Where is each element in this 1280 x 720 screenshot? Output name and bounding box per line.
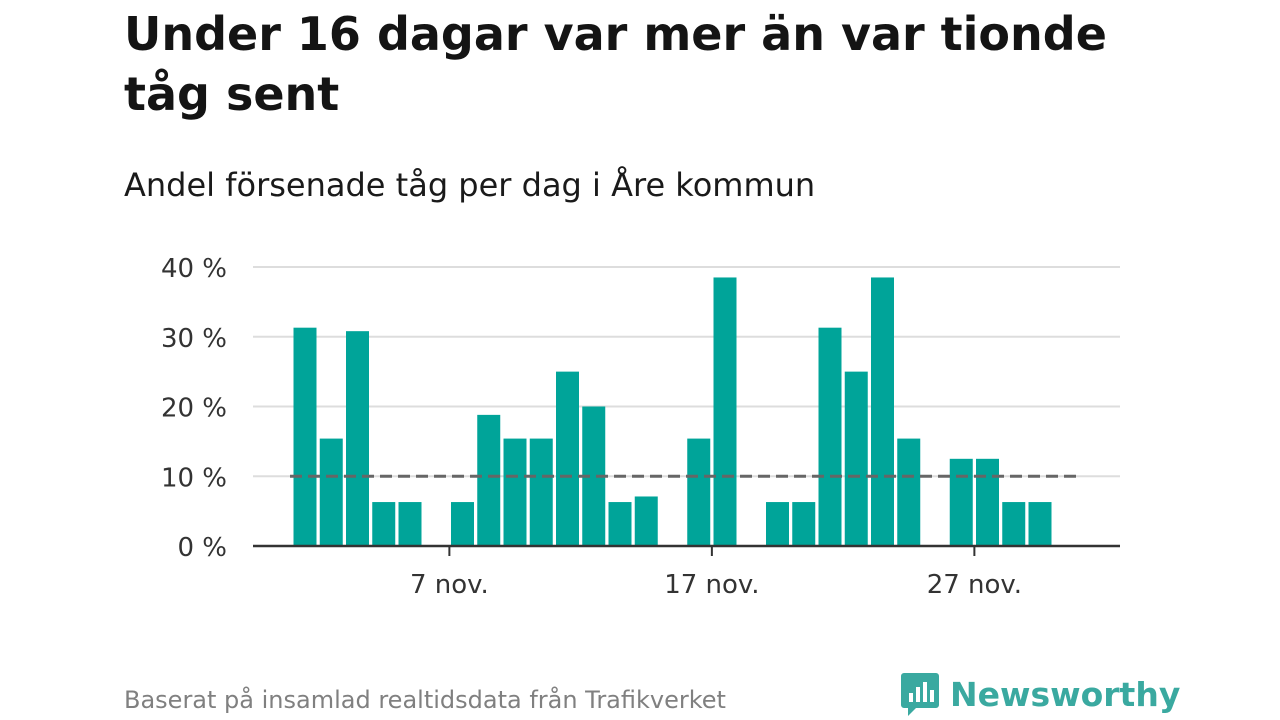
chart-title: Under 16 dagar var mer än var tionde tåg… [124, 7, 1107, 121]
bar [976, 458, 999, 546]
brand-name: Newsworthy [950, 674, 1181, 714]
y-tick-label: 10 % [161, 463, 227, 493]
y-tick-label: 0 % [177, 533, 227, 563]
y-tick-label: 40 % [161, 254, 227, 284]
x-tick-label: 27 nov. [927, 570, 1022, 600]
bar [582, 406, 606, 546]
bar [766, 502, 789, 546]
grid-lines [253, 266, 1120, 478]
bar [529, 438, 553, 546]
bar [319, 438, 343, 546]
y-tick-label: 30 % [161, 324, 227, 354]
x-axis-ticks: 7 nov. 17 nov. 27 nov. [410, 546, 1022, 600]
bar [1028, 502, 1052, 546]
bar [608, 502, 632, 546]
bar [1002, 502, 1026, 546]
bars [293, 277, 1052, 546]
bar [871, 277, 894, 546]
source-note: Baserat på insamlad realtidsdata från Tr… [124, 686, 726, 714]
x-tick-label: 17 nov. [664, 570, 759, 600]
bar [451, 502, 474, 546]
bar [293, 327, 317, 546]
brand-logo[interactable]: Newsworthy [900, 670, 1180, 718]
bar [634, 496, 658, 546]
bar [949, 458, 973, 546]
bar [503, 438, 527, 546]
bar [818, 327, 842, 546]
bar [897, 438, 921, 546]
x-tick-label: 7 nov. [410, 570, 489, 600]
bar-chart: 0 % 10 % 20 % 30 % 40 % 7 nov. 17 nov. 27 nov. [161, 254, 1120, 600]
bar [713, 277, 737, 546]
y-axis-ticks: 0 % 10 % 20 % 30 % 40 % [161, 254, 227, 563]
bar [398, 502, 422, 546]
y-tick-label: 20 % [161, 394, 227, 424]
bar [346, 331, 369, 546]
bar [556, 371, 579, 546]
bar [792, 502, 816, 546]
bar [477, 414, 501, 546]
bar [844, 371, 868, 546]
chart-subtitle: Andel försenade tåg per dag i Åre kommun [124, 166, 816, 204]
bar [687, 438, 711, 546]
newsworthy-logo-icon [901, 673, 939, 716]
bar [372, 502, 396, 546]
